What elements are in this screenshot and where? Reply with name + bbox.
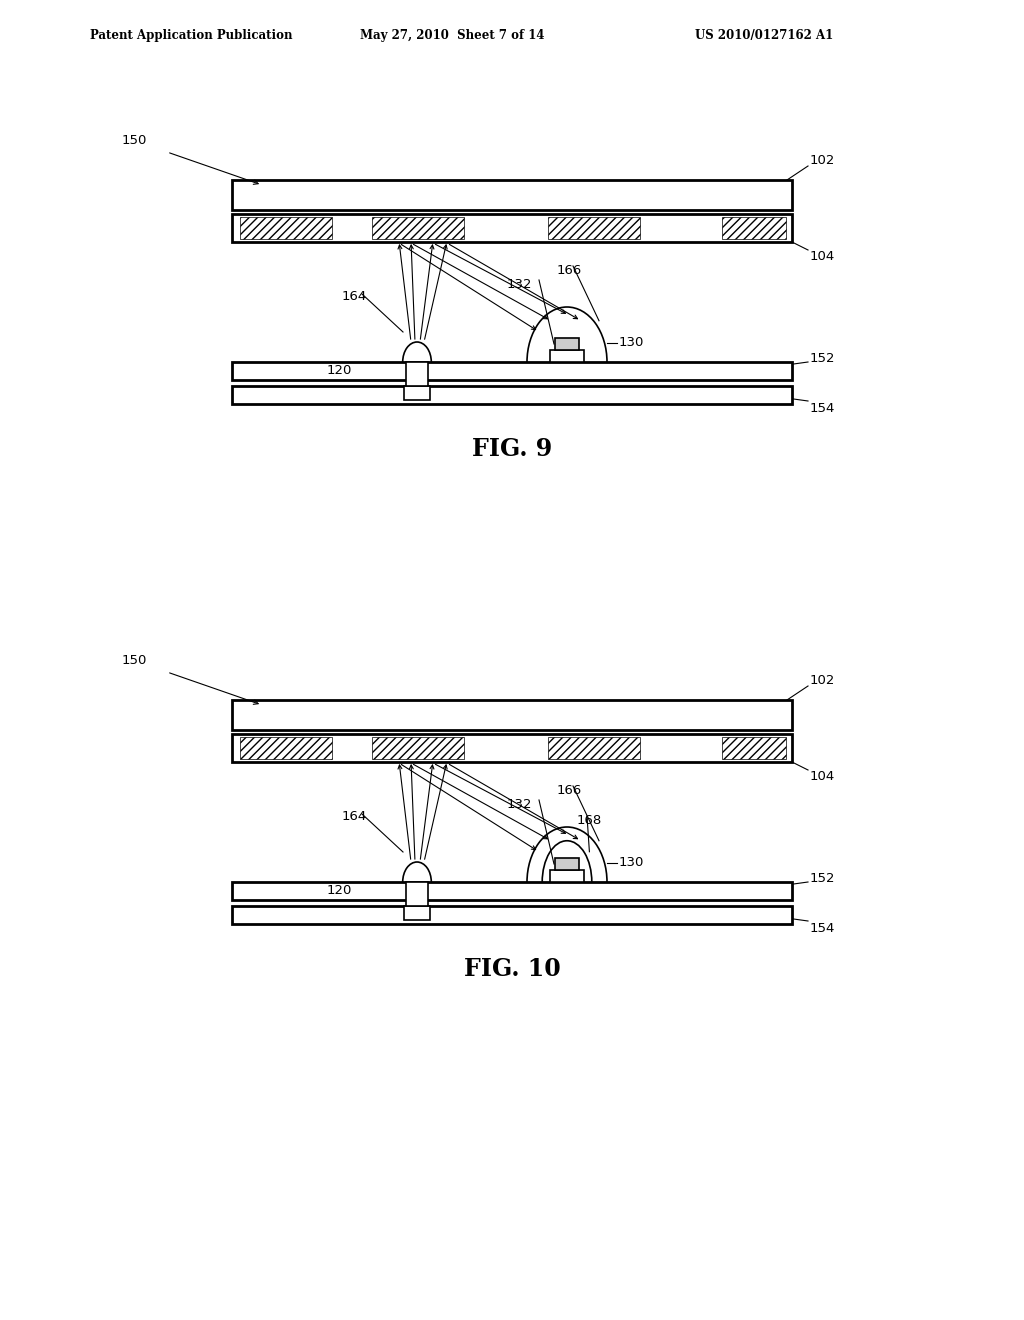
- Text: 164: 164: [342, 810, 368, 824]
- Bar: [550, 870, 584, 882]
- Text: Patent Application Publication: Patent Application Publication: [90, 29, 293, 41]
- Text: 130: 130: [618, 337, 644, 350]
- Text: 104: 104: [810, 771, 836, 784]
- Text: May 27, 2010  Sheet 7 of 14: May 27, 2010 Sheet 7 of 14: [360, 29, 545, 41]
- Bar: [722, 737, 786, 759]
- Bar: [555, 858, 579, 870]
- Text: FIG. 10: FIG. 10: [464, 957, 560, 981]
- Text: 150: 150: [122, 653, 147, 667]
- Bar: [555, 338, 579, 350]
- Bar: [548, 737, 640, 759]
- Text: FIG. 9: FIG. 9: [472, 437, 552, 461]
- Text: 132: 132: [507, 277, 532, 290]
- Text: 154: 154: [810, 403, 836, 416]
- Text: 102: 102: [810, 153, 836, 166]
- Text: 104: 104: [810, 251, 836, 264]
- Text: 166: 166: [557, 264, 583, 276]
- Bar: [406, 362, 428, 385]
- Bar: [232, 700, 792, 730]
- Bar: [372, 737, 464, 759]
- Bar: [722, 216, 786, 239]
- Bar: [232, 734, 792, 762]
- Bar: [232, 180, 792, 210]
- Text: 150: 150: [122, 133, 147, 147]
- Bar: [232, 882, 792, 900]
- Text: 154: 154: [810, 923, 836, 936]
- Bar: [232, 906, 792, 924]
- Bar: [404, 906, 430, 920]
- Bar: [240, 737, 332, 759]
- Text: 164: 164: [342, 290, 368, 304]
- Bar: [240, 216, 332, 239]
- Bar: [404, 385, 430, 400]
- Text: 120: 120: [327, 883, 352, 896]
- Text: 102: 102: [810, 673, 836, 686]
- Bar: [232, 362, 792, 380]
- Text: US 2010/0127162 A1: US 2010/0127162 A1: [695, 29, 834, 41]
- Text: 152: 152: [810, 352, 836, 366]
- Bar: [550, 350, 584, 362]
- Bar: [372, 216, 464, 239]
- Text: 120: 120: [327, 363, 352, 376]
- Text: 130: 130: [618, 857, 644, 870]
- Bar: [548, 216, 640, 239]
- Text: 166: 166: [557, 784, 583, 796]
- Bar: [406, 882, 428, 906]
- Bar: [232, 214, 792, 242]
- Text: 152: 152: [810, 873, 836, 886]
- Bar: [232, 385, 792, 404]
- Text: 168: 168: [577, 813, 602, 826]
- Text: 132: 132: [507, 797, 532, 810]
